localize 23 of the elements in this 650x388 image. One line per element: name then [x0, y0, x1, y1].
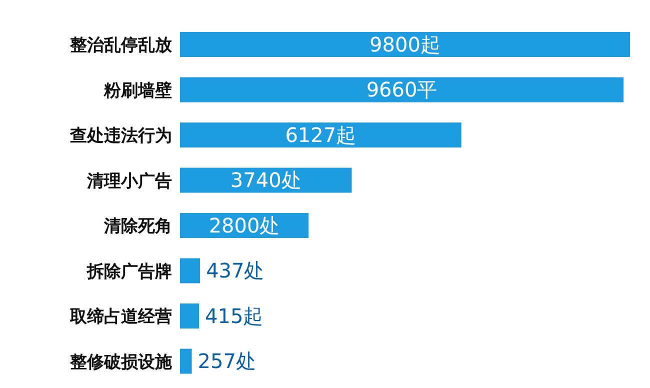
y-tick-label: 清除死角 [103, 216, 172, 237]
bar [180, 258, 200, 284]
y-tick-label: 粉刷墙壁 [103, 80, 172, 101]
data-label: 9800起 [370, 32, 440, 56]
data-label: 9660平 [366, 78, 438, 102]
bar [180, 77, 624, 102]
data-label: 415起 [205, 304, 264, 328]
bar [180, 348, 192, 374]
y-tick-label: 整治乱停乱放 [69, 36, 173, 56]
bar [180, 122, 462, 148]
y-tick-label: 清理小广告 [86, 171, 172, 192]
bar [180, 168, 352, 193]
data-label: 257处 [198, 349, 256, 374]
data-label: 6127起 [285, 122, 356, 147]
y-tick-label: 拆除广告牌 [86, 262, 172, 282]
data-label: 2800处 [208, 213, 280, 238]
y-tick-label: 取缔占道经营 [69, 307, 172, 328]
data-label: 437处 [206, 258, 264, 283]
y-tick-label: 整修破损设施 [69, 352, 173, 372]
data-label: 3740处 [230, 168, 302, 192]
bar [180, 32, 630, 57]
y-tick-label: 查处违法行为 [69, 126, 172, 146]
bar [180, 303, 200, 328]
